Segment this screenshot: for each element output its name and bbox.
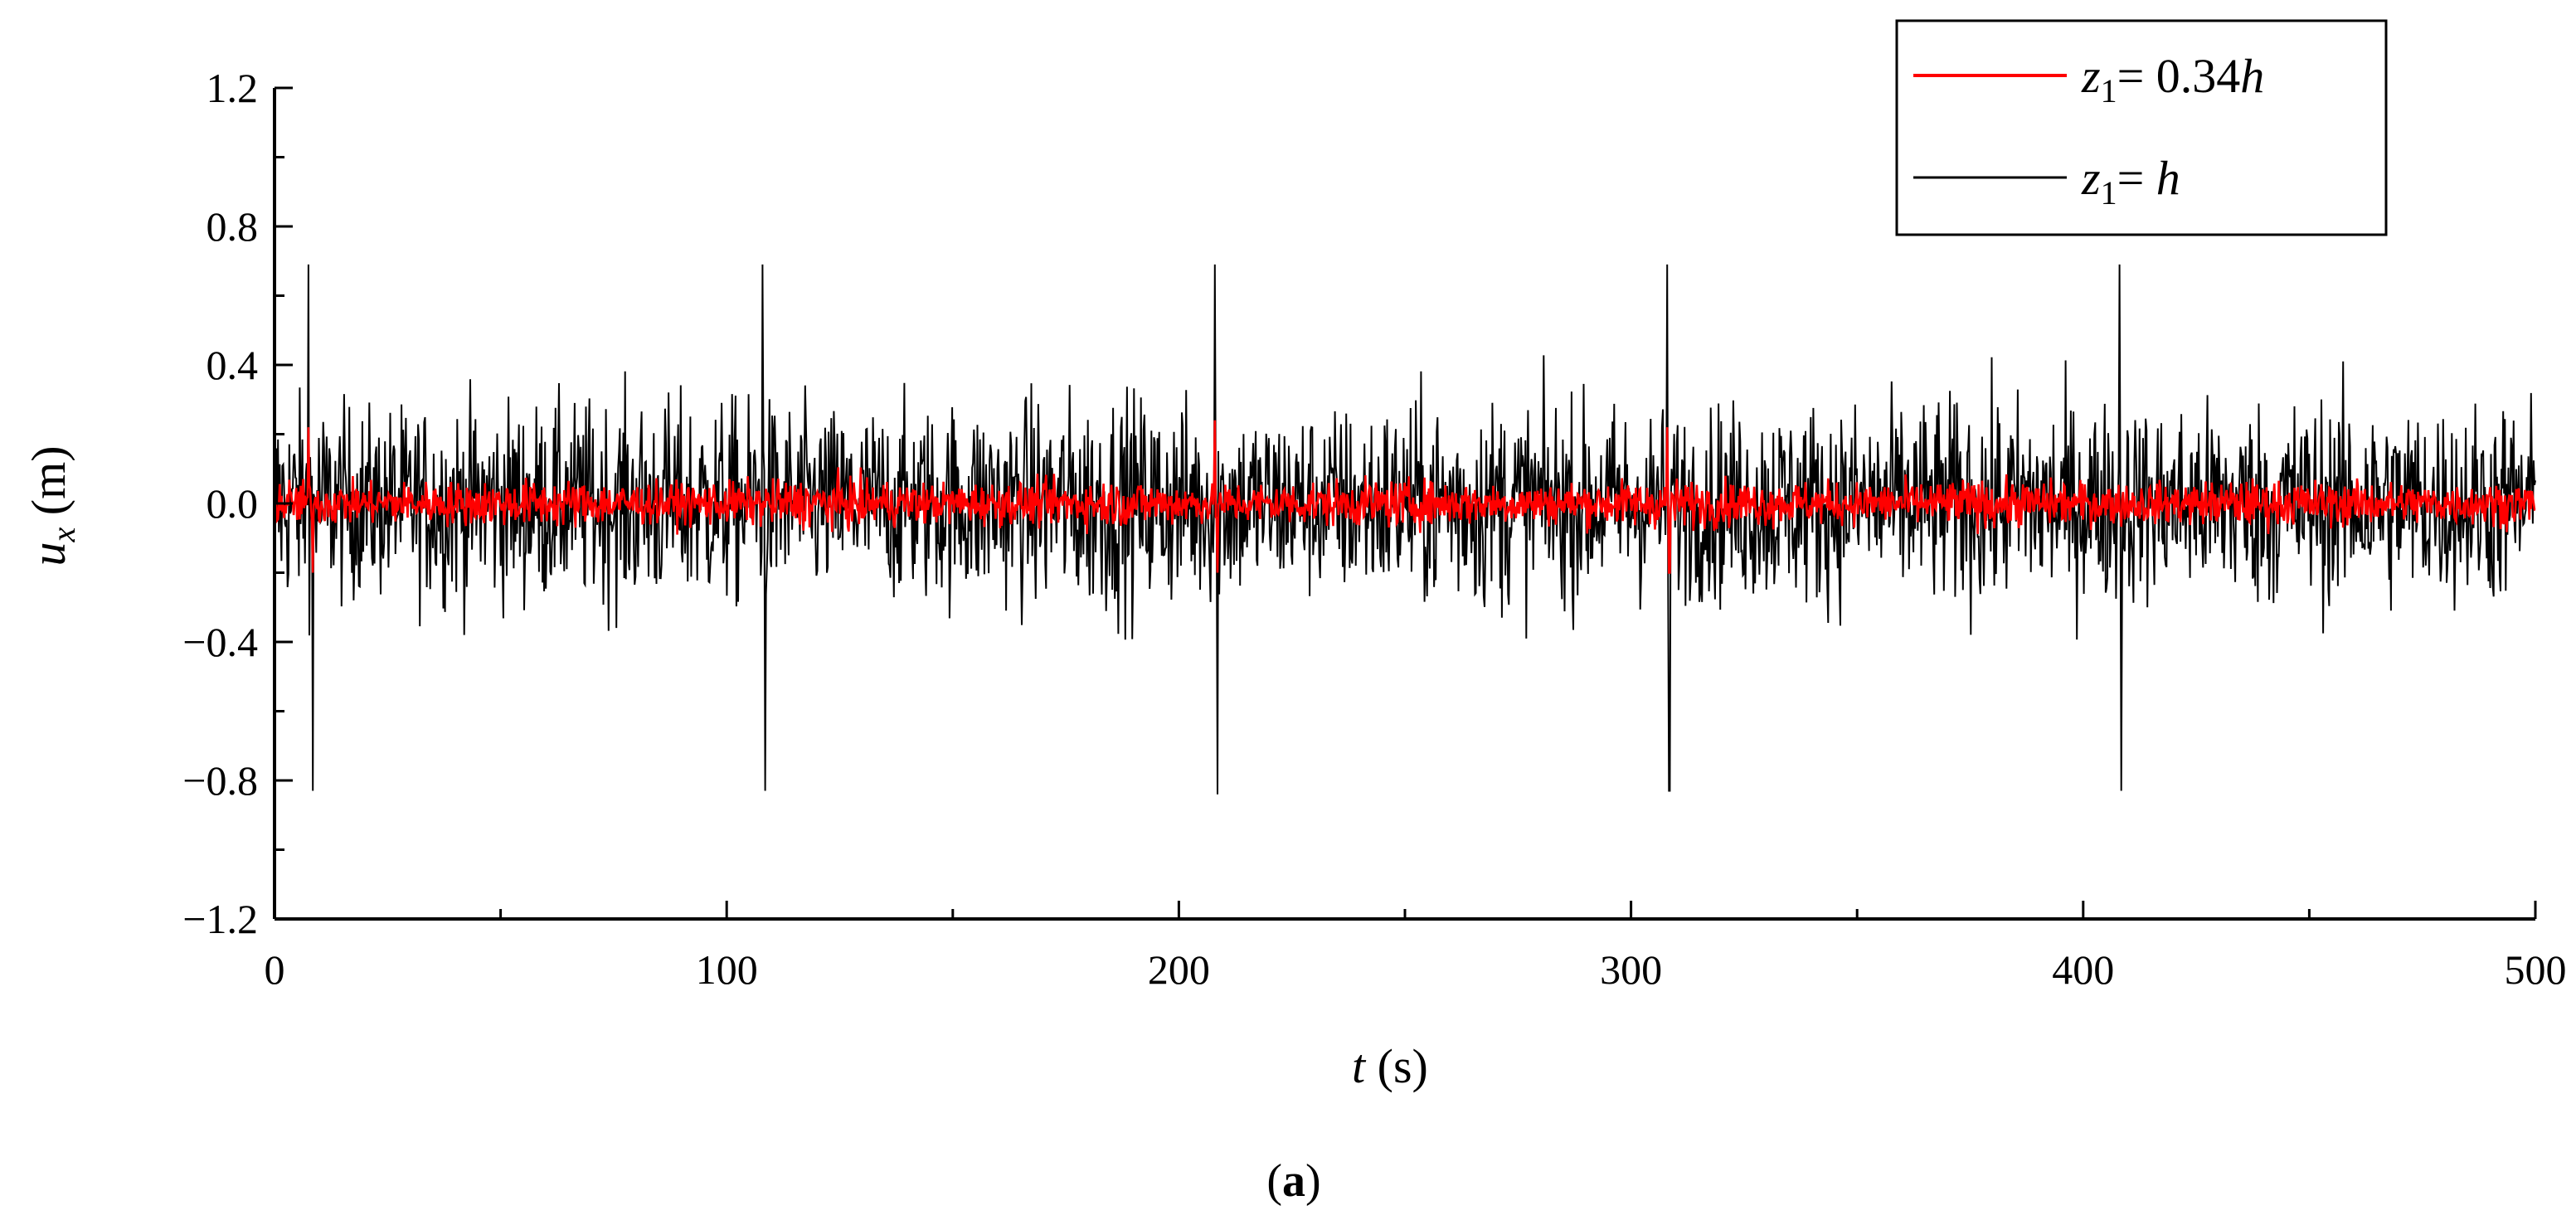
x-tick-label: 100 — [696, 946, 758, 993]
legend-label-black: z1= h — [2081, 151, 2180, 211]
panel-label: (a) — [1266, 1155, 1320, 1207]
legend-label-red: z1= 0.34h — [2081, 49, 2264, 109]
x-axis-title: t (s) — [1352, 1039, 1428, 1093]
y-tick-label: −1.2 — [182, 896, 258, 942]
x-tick-label: 0 — [265, 946, 285, 993]
x-tick-label: 400 — [2052, 946, 2114, 993]
x-tick-label: 200 — [1148, 946, 1210, 993]
x-ticks: 0 100 200 300 400 500 — [265, 901, 2567, 993]
y-tick-label: 0.0 — [207, 480, 259, 527]
y-tick-label: 1.2 — [207, 65, 259, 111]
y-axis-title: ux (m) — [22, 445, 82, 566]
series-z1-034h — [273, 420, 2536, 574]
series-line — [273, 420, 2536, 574]
series-z1-h — [274, 264, 2536, 795]
legend-box — [1895, 19, 2388, 236]
x-tick-label: 300 — [1600, 946, 1662, 993]
legend: z1= 0.34h z1= h — [1895, 19, 2388, 236]
y-ticks: −1.2 −0.8 −0.4 0.0 0.4 0.8 1.2 — [182, 65, 293, 942]
y-tick-label: 0.8 — [207, 203, 259, 250]
series-line — [274, 264, 2536, 795]
y-tick-label: 0.4 — [207, 342, 259, 388]
x-tick-label: 500 — [2505, 946, 2567, 993]
y-tick-label: −0.4 — [182, 619, 258, 665]
y-tick-label: −0.8 — [182, 757, 258, 804]
